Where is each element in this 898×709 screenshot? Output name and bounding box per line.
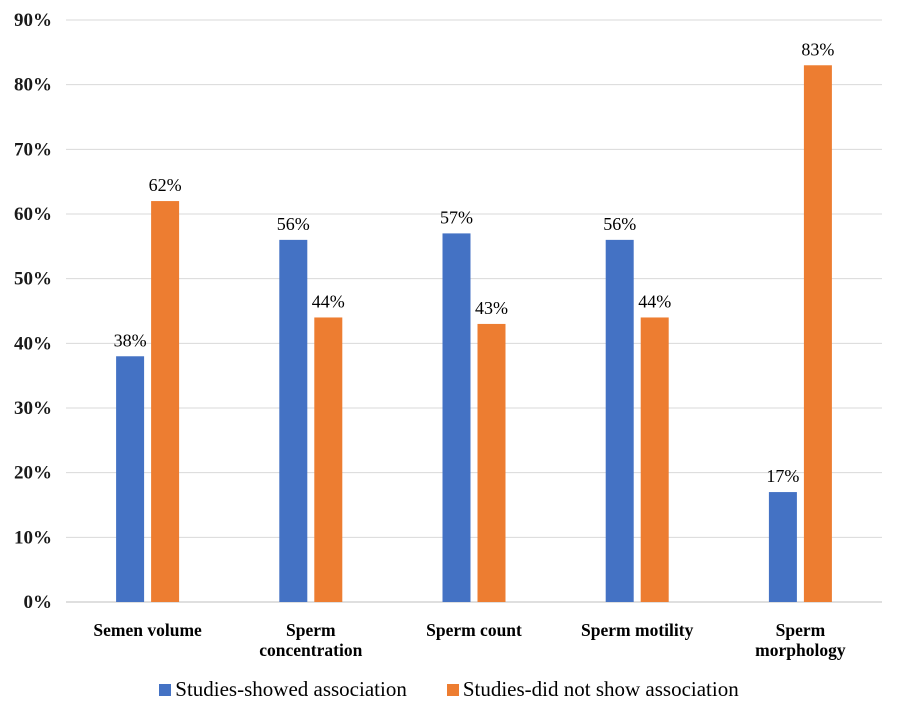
y-axis-ticks: 0% 10% 20% 30% 40% 50% 60% 70% 80% 90%: [14, 10, 52, 613]
legend-label-series-2: Studies-did not show association: [462, 677, 739, 701]
y-tick-label: 20%: [14, 463, 52, 484]
data-label: 56%: [603, 214, 636, 234]
data-label: 38%: [114, 330, 147, 350]
y-tick-label: 90%: [14, 10, 52, 31]
x-category-label: Sperm motility: [581, 620, 694, 640]
legend-swatch-blue: [159, 683, 172, 696]
y-tick-label: 50%: [14, 269, 52, 290]
x-category-label: Sperm: [286, 620, 336, 640]
data-label: 44%: [312, 291, 345, 311]
legend-item-series-2: Studies-did not show association: [446, 677, 739, 702]
data-label: 44%: [638, 291, 671, 311]
legend-label-series-1: Studies-showed association: [175, 677, 407, 701]
data-label: 56%: [277, 214, 310, 234]
bars: [116, 65, 832, 603]
x-category-label: morphology: [755, 640, 846, 660]
y-tick-label: 40%: [14, 333, 52, 354]
x-category-label: Sperm count: [426, 620, 522, 640]
data-label: 83%: [801, 39, 834, 59]
bar-series-2: [477, 323, 506, 602]
data-label: 62%: [149, 175, 182, 195]
y-tick-label: 60%: [14, 204, 52, 225]
data-label: 57%: [440, 207, 473, 227]
data-label: 17%: [766, 466, 799, 486]
legend: Studies-showed association Studies-did n…: [0, 677, 898, 702]
bar-series-1: [279, 239, 308, 602]
bar-series-2: [151, 201, 180, 603]
bar-series-2: [314, 317, 343, 602]
bar-series-1: [116, 356, 145, 602]
bar-series-1: [605, 239, 634, 602]
gridlines: [66, 19, 882, 603]
x-category-label: concentration: [259, 640, 362, 660]
bar-series-2: [803, 65, 832, 603]
legend-swatch-orange: [446, 683, 459, 696]
legend-item-series-1: Studies-showed association: [159, 677, 407, 702]
bar-series-1: [768, 492, 797, 602]
y-tick-label: 70%: [14, 139, 52, 160]
x-category-label: Sperm: [776, 620, 826, 640]
data-label: 43%: [475, 298, 508, 318]
y-tick-label: 30%: [14, 398, 52, 419]
bar-chart: 0% 10% 20% 30% 40% 50% 60% 70% 80% 90% 38% 62% 56% 4…: [14, 10, 882, 660]
y-tick-label: 80%: [14, 75, 52, 96]
bar-series-2: [640, 317, 669, 602]
y-tick-label: 10%: [14, 527, 52, 548]
y-tick-label: 0%: [24, 592, 53, 613]
bar-series-1: [442, 233, 471, 602]
data-labels: 38% 62% 56% 44% 57% 43% 56% 44% 17% 83%: [114, 39, 835, 486]
x-category-label: Semen volume: [93, 620, 202, 640]
